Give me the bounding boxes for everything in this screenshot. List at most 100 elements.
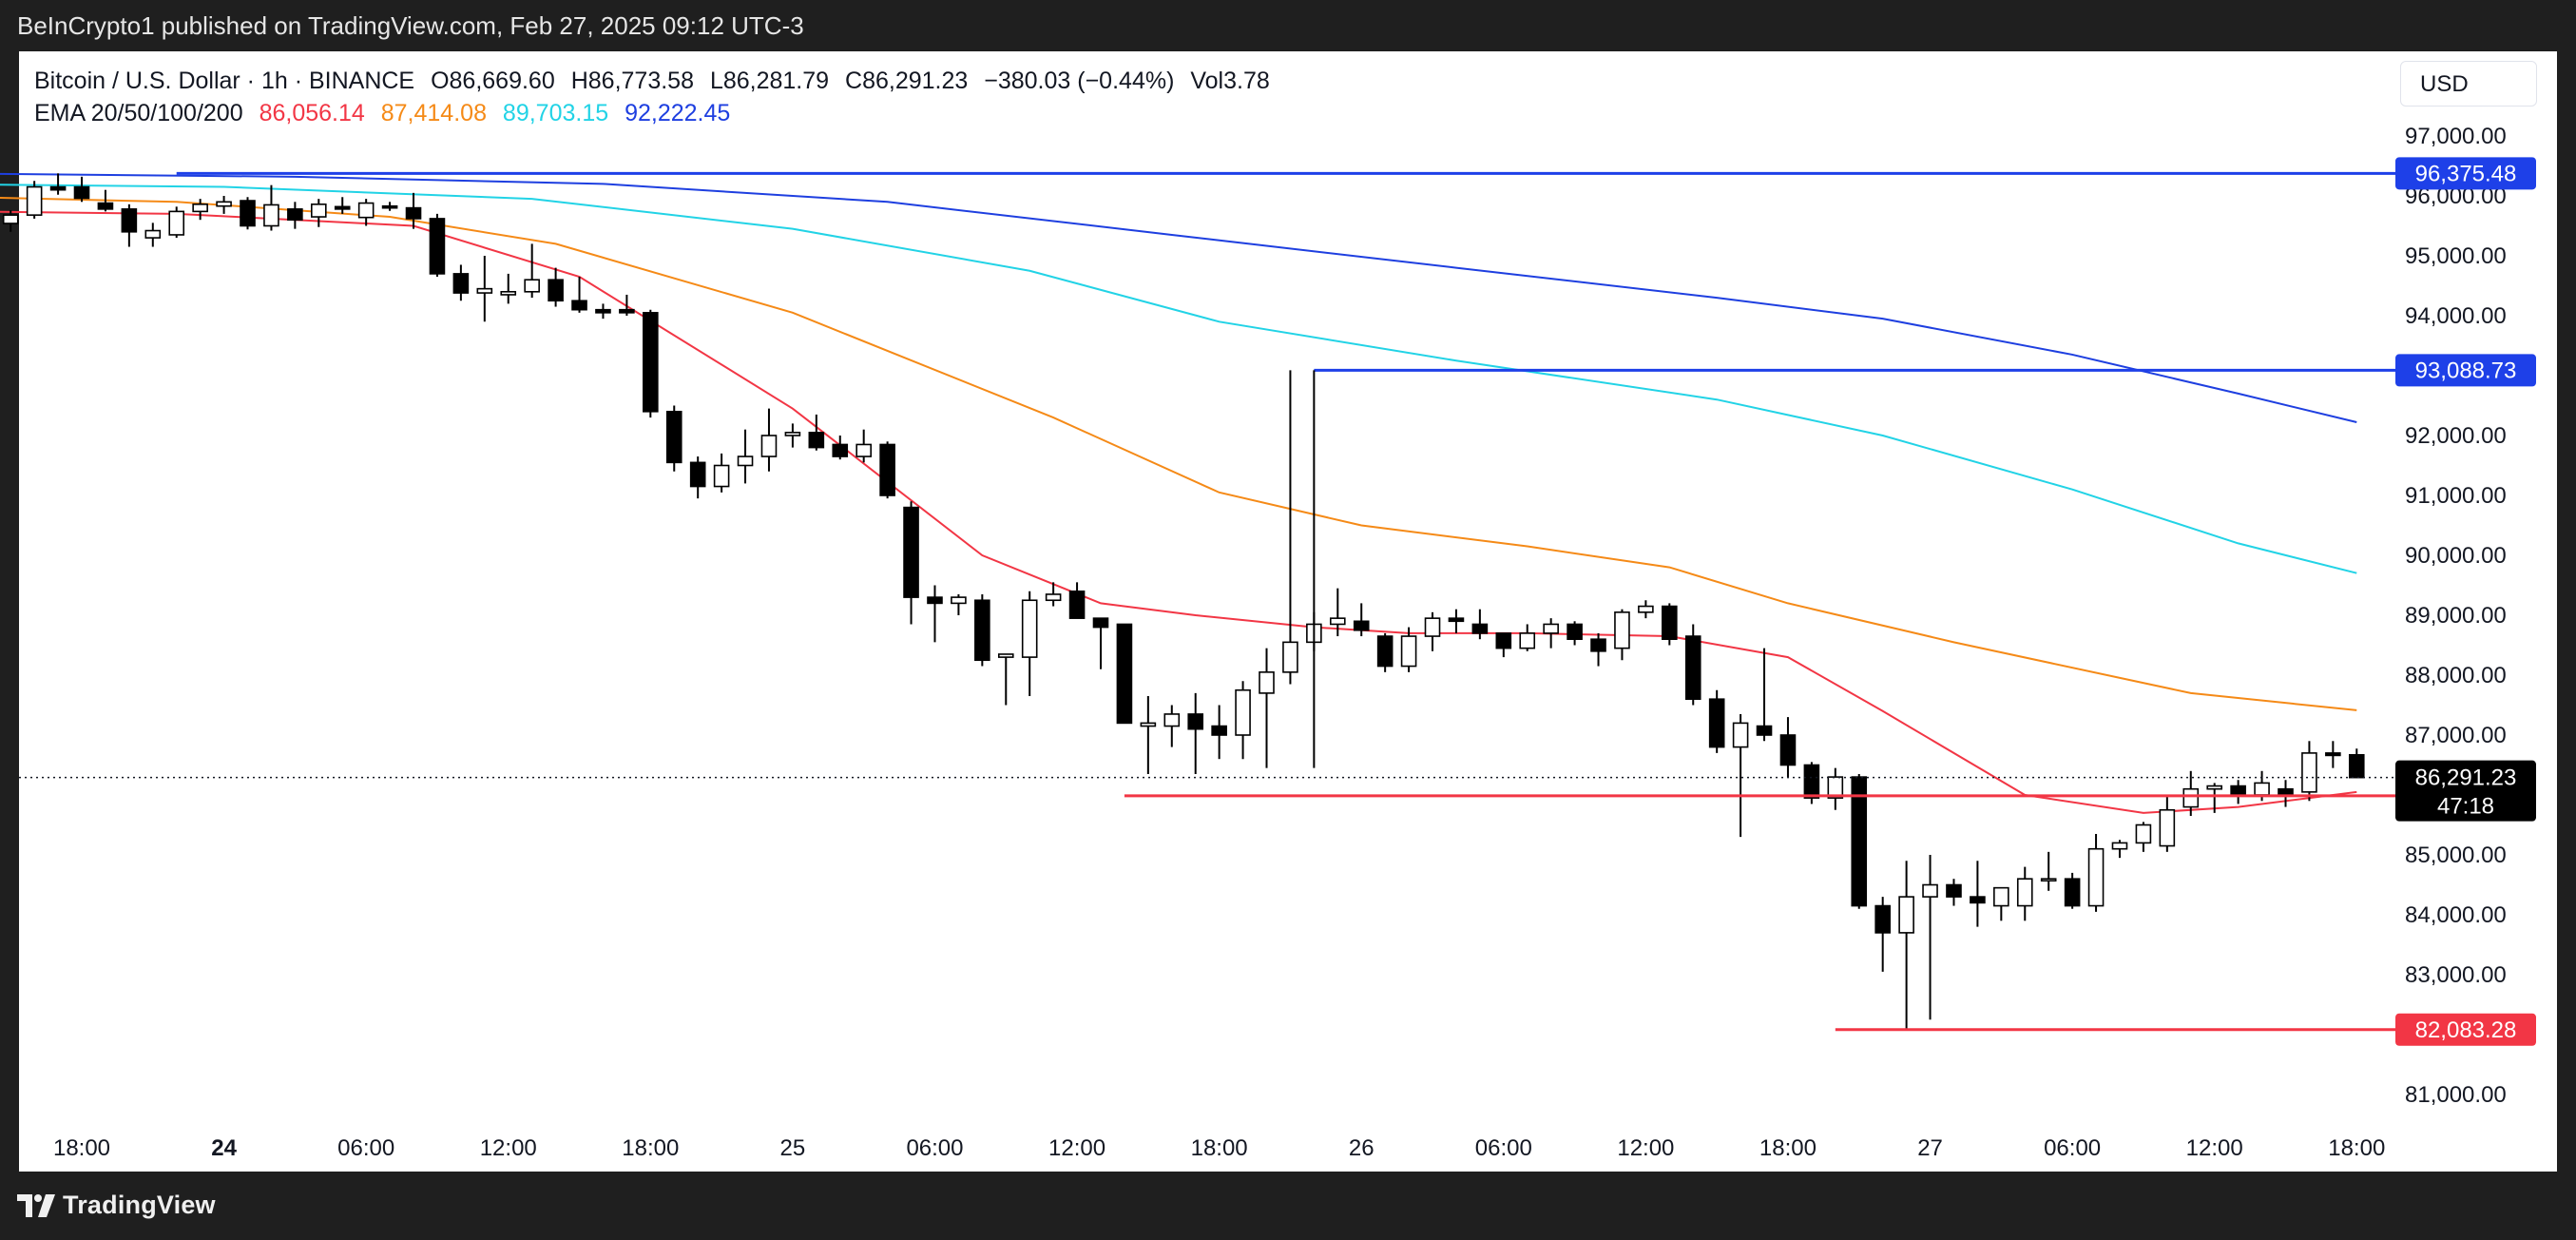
candle <box>1684 624 1701 706</box>
candle-body-up <box>2301 752 2317 793</box>
candle <box>879 441 895 499</box>
candle <box>1259 648 1275 768</box>
candle <box>2135 822 2152 852</box>
candle <box>405 192 422 229</box>
candle <box>1140 696 1157 774</box>
candle-body-down <box>334 205 351 210</box>
candle <box>2206 783 2222 813</box>
ema-line <box>0 184 2357 574</box>
candle-body-down <box>1353 620 1370 631</box>
candle-body-up <box>713 464 730 488</box>
candle-body-up <box>1235 688 1251 736</box>
time-tick-label: 06:00 <box>906 1135 963 1161</box>
footer-bar: TradingView <box>0 1172 2576 1240</box>
candle-body-up <box>1922 883 1938 898</box>
candle <box>1708 689 1725 753</box>
price-tick-label: 91,000.00 <box>2405 483 2507 509</box>
candle <box>737 429 754 484</box>
level-price-label: 82,083.28 <box>2415 1017 2517 1043</box>
candle-body-up <box>192 203 208 213</box>
candle-body-up <box>26 185 43 216</box>
candle-body-down <box>595 308 611 314</box>
currency-button[interactable]: USD <box>2400 61 2537 107</box>
candle <box>1922 855 1938 1020</box>
candle-body-down <box>1471 623 1489 634</box>
current-price-label: 86,291.23 <box>2415 765 2517 791</box>
candle-body-down <box>1376 635 1394 668</box>
candle <box>1353 603 1370 637</box>
candle <box>1068 582 1086 619</box>
candle <box>429 213 446 278</box>
candle <box>524 243 540 299</box>
candle-body-down <box>1779 734 1797 766</box>
volume-value: Vol3.78 <box>1190 68 1270 94</box>
legend-ohlc-row: Bitcoin / U.S. Dollar · 1h · BINANCE O86… <box>34 65 1279 97</box>
candle <box>1732 713 1749 838</box>
ema-line <box>0 197 2357 711</box>
candle <box>643 309 659 418</box>
candle-body-down <box>808 432 825 449</box>
candle-body-up <box>784 432 801 436</box>
candle-body-up <box>2111 842 2128 850</box>
time-tick-label: 26 <box>1349 1135 1375 1161</box>
candle <box>689 456 706 499</box>
candle <box>2064 872 2081 909</box>
price-tick-label: 92,000.00 <box>2405 423 2507 449</box>
time-tick-label: 24 <box>211 1135 237 1161</box>
time-tick-label: 12:00 <box>480 1135 537 1161</box>
symbol-label[interactable]: Bitcoin / U.S. Dollar · 1h · BINANCE <box>34 68 415 94</box>
candle <box>168 206 185 239</box>
candle <box>263 184 279 231</box>
candle-body-up <box>1827 776 1844 799</box>
candle-body-down <box>1662 605 1678 640</box>
ema-indicator-label[interactable]: EMA 20/50/100/200 <box>34 100 243 126</box>
legend-ema-row: EMA 20/50/100/200 86,056.14 87,414.08 89… <box>34 97 1279 129</box>
candle-body-up <box>2206 785 2222 790</box>
candle-body-down <box>643 312 659 413</box>
candle-body-down <box>381 204 398 209</box>
candle-body-down <box>1756 725 1773 736</box>
candle-body-down <box>665 410 682 464</box>
candle <box>1898 861 1914 1030</box>
candle-body-down <box>121 208 138 233</box>
candle-body-down <box>287 208 303 222</box>
ema-line <box>0 172 2357 423</box>
candle <box>927 585 943 643</box>
candle-body-down <box>1211 725 1227 736</box>
candle <box>144 223 162 247</box>
candle-body-down <box>452 273 470 294</box>
candle-body-down <box>1448 617 1465 623</box>
candle-body-up <box>2182 787 2200 808</box>
chart-legend: Bitcoin / U.S. Dollar · 1h · BINANCE O86… <box>34 65 1279 129</box>
candle-body-up <box>2040 878 2057 882</box>
candle <box>1946 879 1962 906</box>
ema20-value: 86,056.14 <box>259 100 365 126</box>
candle <box>1993 886 2009 921</box>
candle-body-down <box>49 185 67 191</box>
bar-countdown-label: 47:18 <box>2437 794 2494 820</box>
candle-body-up <box>524 279 540 293</box>
candle-body-down <box>903 506 919 598</box>
candle <box>49 173 67 195</box>
candle <box>1851 773 1868 909</box>
candle <box>855 429 872 463</box>
candle <box>1874 897 1891 972</box>
candle-body-down <box>1946 883 1962 898</box>
candle-body-down <box>240 200 256 227</box>
candle <box>1662 603 1678 646</box>
candle-body-down <box>2064 878 2081 907</box>
candle-body-down <box>1590 638 1606 652</box>
level-price-tag <box>2395 157 2536 190</box>
candle-body-down <box>571 300 587 311</box>
candle <box>1614 609 1630 661</box>
candle-body-up <box>2016 878 2033 907</box>
candle <box>784 423 801 448</box>
time-tick-label: 12:00 <box>2186 1135 2243 1161</box>
candle <box>1116 623 1133 725</box>
candle-body-down <box>619 308 635 314</box>
candle-body-down <box>2325 752 2341 757</box>
candle <box>287 202 303 229</box>
candle-body-down <box>548 279 564 302</box>
time-tick-label: 06:00 <box>1475 1135 1532 1161</box>
